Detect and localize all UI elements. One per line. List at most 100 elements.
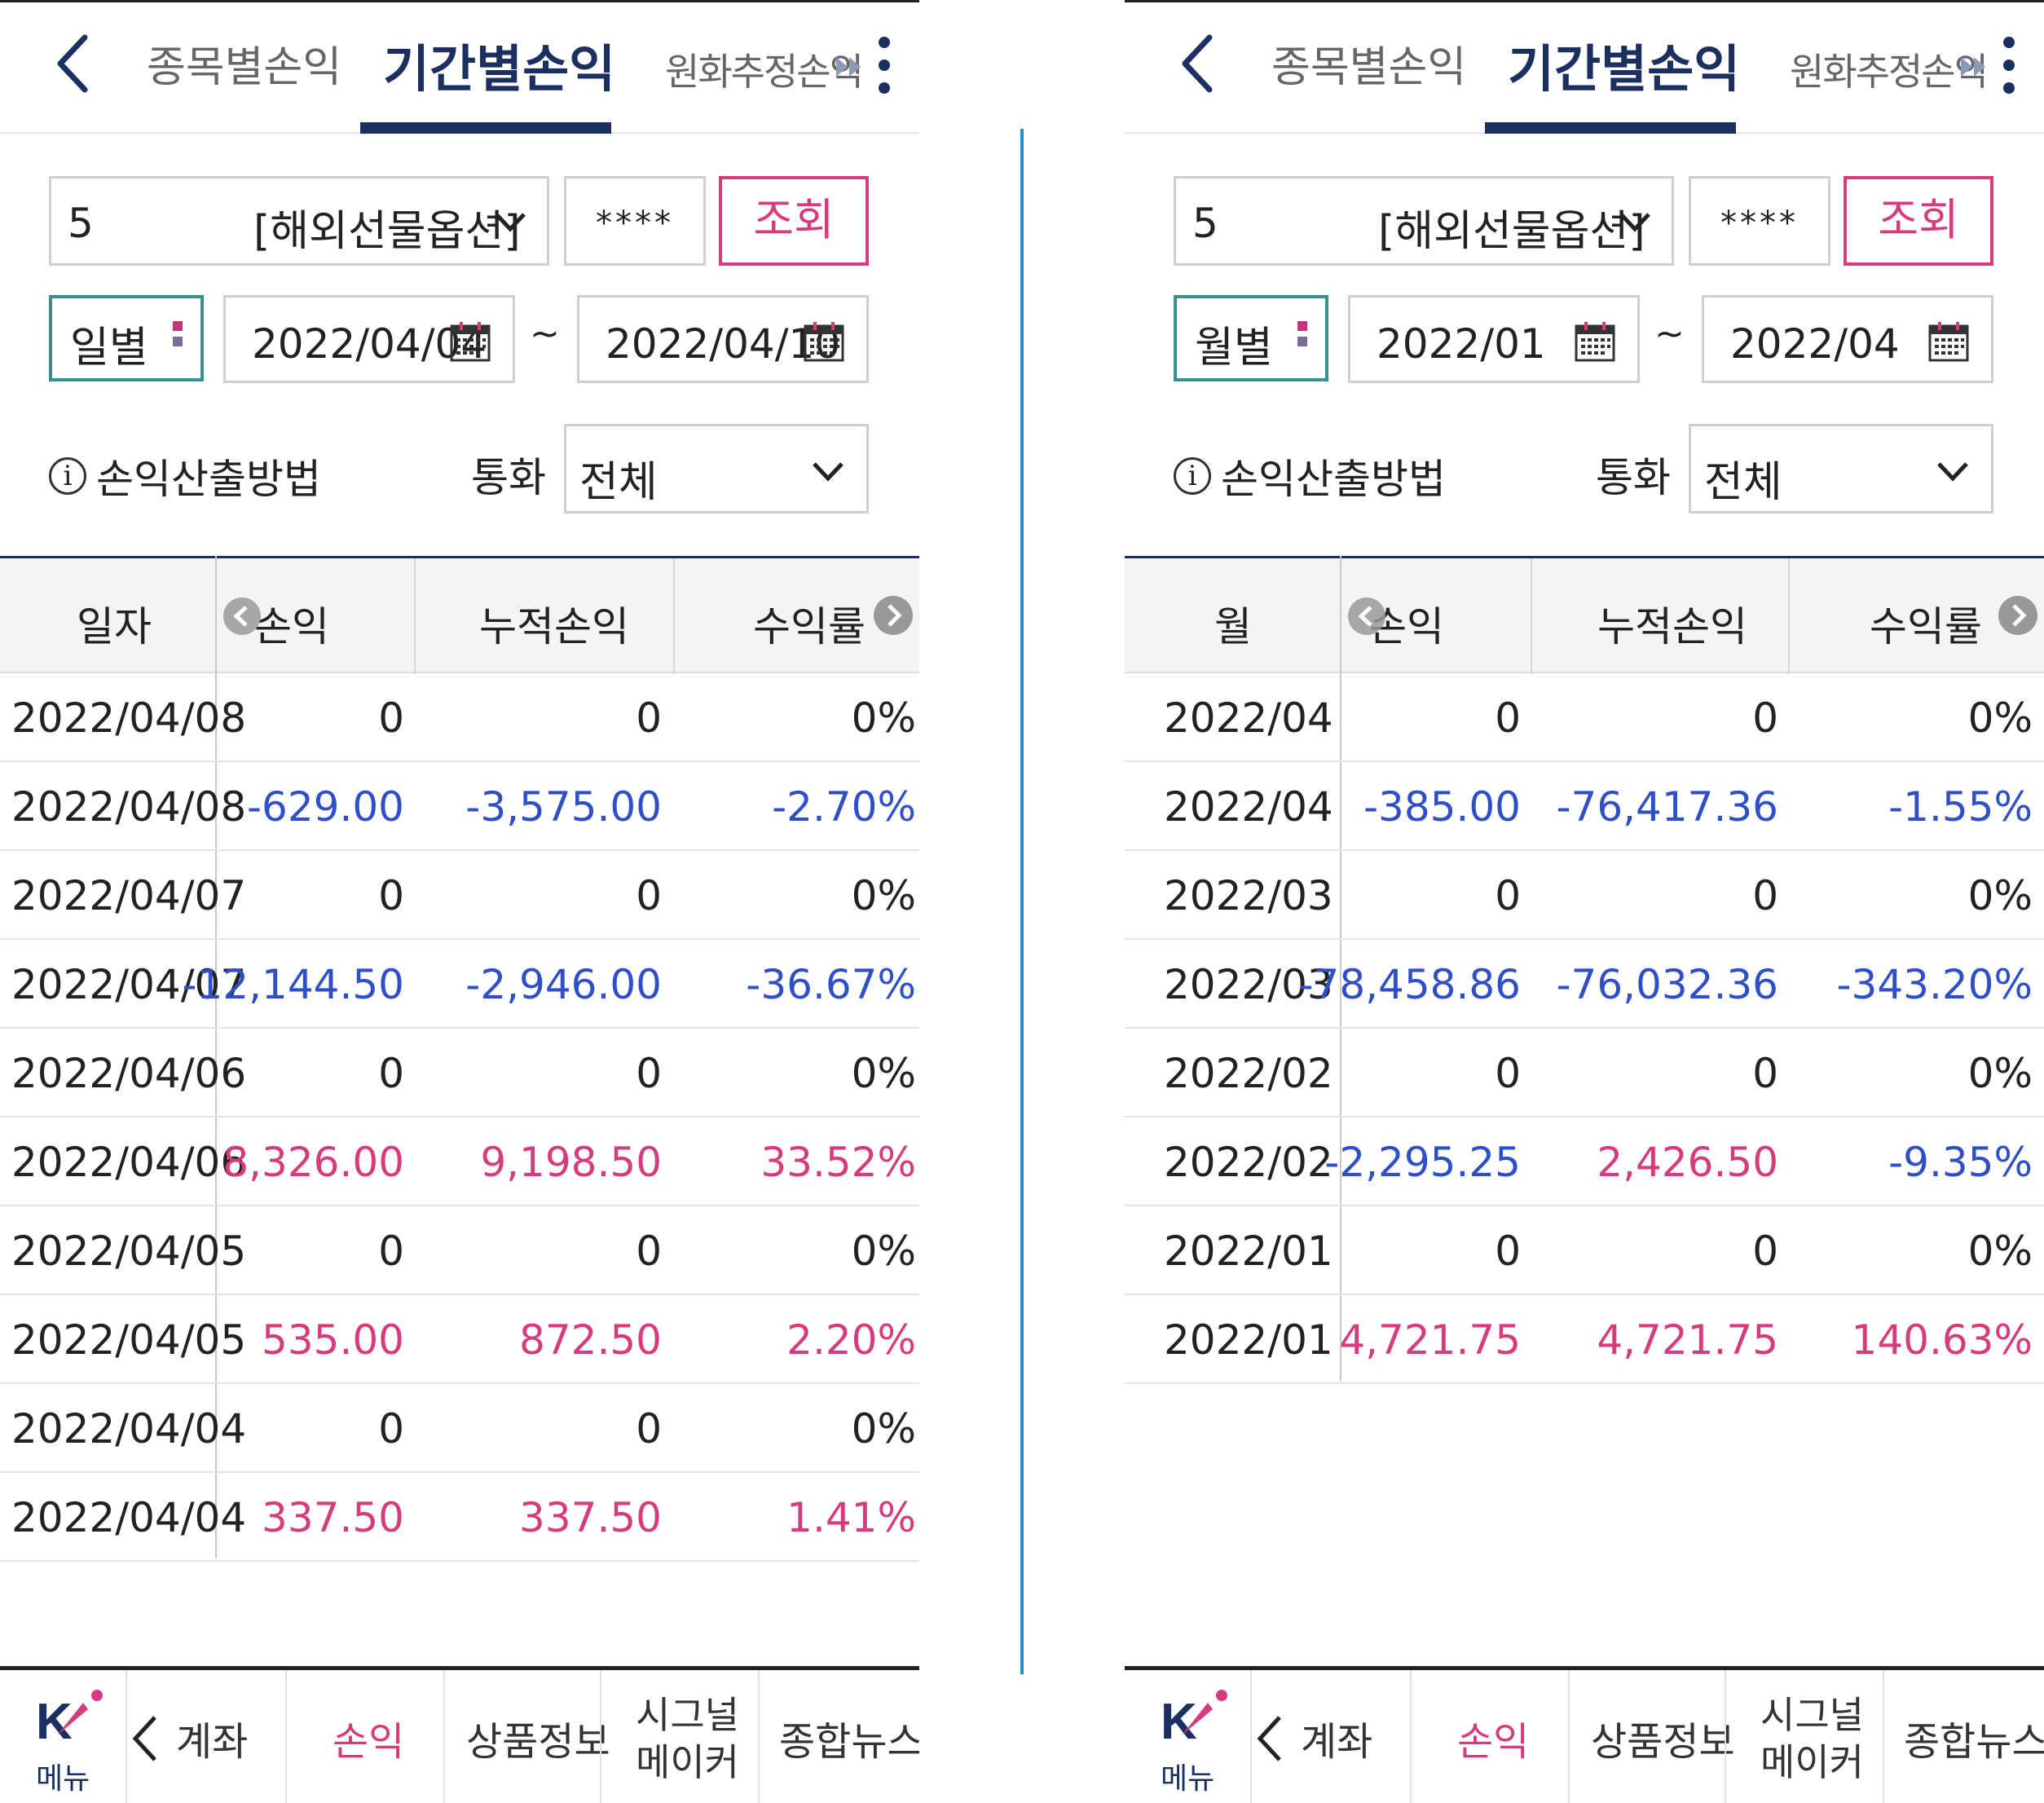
calc-method-link[interactable]: i 손익산출방법 [49,447,321,505]
date-cell: 2022/04/05 [11,1316,247,1364]
menu-label: 메뉴 [36,1762,90,1796]
nav-news[interactable]: 종합뉴스 [1904,1719,2044,1765]
pnl-cell: 0 [378,1050,404,1097]
period-mode-select[interactable]: 월별 [1174,295,1328,381]
tab-krw-estimated-pnl[interactable]: 원화추정손익 [1790,50,1989,94]
table-row[interactable]: 2022/04 0 0 0% [1125,673,2044,762]
more-menu-icon[interactable] [1997,33,2021,98]
pnl-cell: -385.00 [1363,783,1521,831]
password-field[interactable]: **** [564,176,706,266]
table-row[interactable]: 2022/04/04 337.50 337.50 1.41% [0,1473,919,1562]
tab-item-pnl[interactable]: 종목별손익 [1271,43,1467,92]
calendar-icon[interactable] [449,320,491,363]
pnl-cell: 0 [378,694,404,742]
scroll-right-icon[interactable] [874,596,913,635]
tab-period-pnl[interactable]: 기간별손익 [1508,39,1741,99]
k-logo-icon: K [36,1694,88,1750]
monthly-pnl-panel: 종목별손익 기간별손익 원화추정손익 5 [해외선물옵션] **** 조회 월별… [1125,0,2044,1803]
return-rate-cell: -1.55% [1888,783,2033,831]
start-month-field[interactable]: 2022/01 [1348,295,1640,383]
pnl-cell: 535.00 [262,1316,404,1364]
table-row[interactable]: 2022/03 0 0 0% [1125,851,2044,940]
table-row[interactable]: 2022/04/07 -12,144.50 -2,946.00 -36.67% [0,940,919,1029]
period-mode-label: 월별 [1195,324,1273,373]
table-row[interactable]: 2022/04/08 -629.00 -3,575.00 -2.70% [0,762,919,851]
cumulative-cell: 0 [636,872,662,919]
scroll-left-icon[interactable] [1348,597,1385,635]
calendar-icon[interactable] [1574,320,1616,363]
table-row[interactable]: 2022/04/06 8,326.00 9,198.50 33.52% [0,1118,919,1206]
return-rate-cell: -9.35% [1888,1139,2033,1186]
nav-account[interactable]: 계좌 [1301,1719,1373,1765]
menu-logo-button[interactable]: K 메뉴 [33,1686,114,1796]
query-button[interactable]: 조회 [719,176,869,266]
nav-product-info[interactable]: 상품정보 [1591,1719,1735,1765]
nav-signal-maker[interactable]: 시그널 메이커 [636,1691,739,1786]
table-row[interactable]: 2022/04/06 0 0 0% [0,1029,919,1118]
table-row[interactable]: 2022/04/08 0 0 0% [0,673,919,762]
back-icon[interactable] [49,31,98,96]
range-tilde: ~ [1654,313,1685,355]
calendar-icon[interactable] [803,320,845,363]
chevron-left-icon[interactable] [1253,1713,1286,1765]
table-row[interactable]: 2022/04/05 535.00 872.50 2.20% [0,1295,919,1384]
back-icon[interactable] [1174,31,1222,96]
notification-dot [1216,1690,1227,1701]
return-rate-cell: 0% [851,694,916,742]
menu-logo-button[interactable]: K 메뉴 [1157,1686,1239,1796]
calendar-icon[interactable] [1927,320,1970,363]
account-select[interactable]: 5 [해외선물옵션] [1174,176,1674,266]
currency-select[interactable]: 전체 [1689,424,1993,514]
more-menu-icon[interactable] [872,33,896,98]
chevron-left-icon[interactable] [129,1713,161,1765]
table-row[interactable]: 2022/01 0 0 0% [1125,1206,2044,1295]
tab-period-pnl[interactable]: 기간별손익 [383,39,616,99]
password-mask: **** [1720,205,1799,242]
tabs-forward-icon[interactable] [833,51,866,83]
date-cell: 2022/04/06 [11,1050,247,1097]
table-row[interactable]: 2022/04/07 0 0 0% [0,851,919,940]
nav-news[interactable]: 종합뉴스 [779,1719,919,1765]
table-row[interactable]: 2022/03 -78,458.86 -76,032.36 -343.20% [1125,940,2044,1029]
tab-item-pnl[interactable]: 종목별손익 [147,43,342,92]
nav-product-info[interactable]: 상품정보 [466,1719,610,1765]
password-field[interactable]: **** [1689,176,1830,266]
nav-account[interactable]: 계좌 [176,1719,249,1765]
pnl-table-body: 2022/04 0 0 0% 2022/04 -385.00 -76,417.36 -1.55… [1125,673,2044,1384]
date-cell: 2022/03 [1164,872,1333,919]
header-separator [414,558,416,674]
nav-pnl[interactable]: 손익 [1457,1719,1530,1765]
table-row[interactable]: 2022/04/04 0 0 0% [0,1384,919,1473]
tab-krw-estimated-pnl[interactable]: 원화추정손익 [665,50,864,94]
active-tab-indicator [1485,122,1736,134]
return-rate-cell: 0% [1967,1228,2033,1275]
currency-value: 전체 [1704,458,1782,507]
calc-method-link[interactable]: i 손익산출방법 [1174,447,1446,505]
menu-label: 메뉴 [1161,1762,1215,1796]
query-button[interactable]: 조회 [1844,176,1993,266]
currency-select[interactable]: 전체 [564,424,869,514]
nav-pnl[interactable]: 손익 [333,1719,405,1765]
cumulative-cell: 0 [636,1228,662,1275]
scroll-left-icon[interactable] [223,597,261,635]
table-row[interactable]: 2022/01 4,721.75 4,721.75 140.63% [1125,1295,2044,1384]
nav-separator [1883,1670,1884,1803]
nav-signal-line1: 시그널 [636,1693,739,1737]
currency-value: 전체 [579,458,658,507]
cumulative-cell: 0 [1752,694,1778,742]
table-row[interactable]: 2022/02 0 0 0% [1125,1029,2044,1118]
table-row[interactable]: 2022/02 -2,295.25 2,426.50 -9.35% [1125,1118,2044,1206]
account-select[interactable]: 5 [해외선물옵션] [49,176,549,266]
svg-text:K: K [1161,1694,1197,1750]
end-month-field[interactable]: 2022/04 [1702,295,1993,383]
end-date-field[interactable]: 2022/04/10 [577,295,869,383]
period-mode-select[interactable]: 일별 [49,295,204,381]
nav-signal-maker[interactable]: 시그널 메이커 [1760,1691,1864,1786]
scroll-right-icon[interactable] [1998,596,2037,635]
start-date-field[interactable]: 2022/04/04 [223,295,515,383]
return-rate-cell: 140.63% [1851,1316,2033,1364]
table-row[interactable]: 2022/04 -385.00 -76,417.36 -1.55% [1125,762,2044,851]
tabs-forward-icon[interactable] [1958,51,1990,83]
chevron-down-icon [495,213,526,232]
table-row[interactable]: 2022/04/05 0 0 0% [0,1206,919,1295]
